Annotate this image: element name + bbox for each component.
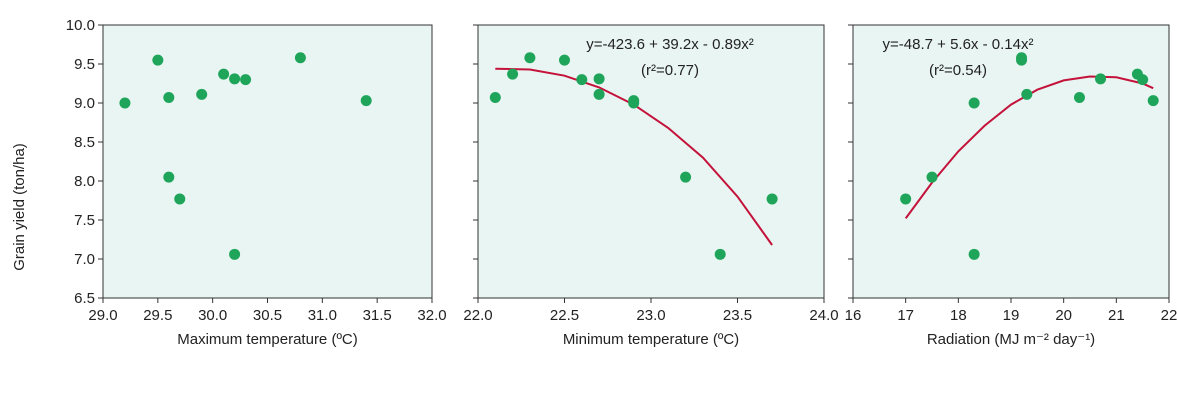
y-axis-label: Grain yield (ton/ha) — [11, 143, 28, 271]
data-point — [766, 193, 778, 205]
x-tick-label: 18 — [950, 307, 967, 324]
fit-r-squared: (r²=0.54) — [929, 62, 987, 79]
data-point — [152, 54, 164, 66]
y-tick-label: 6.5 — [74, 290, 95, 307]
x-axis-label: Maximum temperature (ºC) — [177, 331, 358, 348]
data-point — [628, 97, 640, 109]
data-point — [680, 171, 692, 183]
x-tick-label: 21 — [1108, 307, 1125, 324]
data-point — [1073, 92, 1085, 104]
fit-curve — [904, 75, 1154, 219]
data-point — [1016, 54, 1028, 66]
x-tick-label: 31.0 — [308, 307, 337, 324]
x-tick-label: 30.5 — [253, 307, 282, 324]
x-tick-label: 23.5 — [723, 307, 752, 324]
data-point — [968, 97, 980, 109]
x-axis-label: Minimum temperature (ºC) — [563, 331, 739, 348]
x-tick-label: 32.0 — [417, 307, 446, 324]
data-point — [229, 248, 241, 260]
x-tick-label: 19 — [1003, 307, 1020, 324]
data-point — [900, 193, 912, 205]
x-tick-label: 23.0 — [636, 307, 665, 324]
x-tick-label: 31.5 — [363, 307, 392, 324]
x-tick-label: 24.0 — [809, 307, 838, 324]
data-point — [714, 248, 726, 260]
data-point — [174, 193, 186, 205]
x-tick-label: 22.5 — [550, 307, 579, 324]
x-tick-label: 16 — [845, 307, 862, 324]
data-point — [229, 73, 241, 85]
y-tick-label: 8.0 — [74, 173, 95, 190]
x-tick-label: 29.0 — [88, 307, 117, 324]
x-tick-label: 29.5 — [143, 307, 172, 324]
data-point — [593, 73, 605, 85]
data-point — [1147, 95, 1159, 107]
y-tick-label: 8.5 — [74, 134, 95, 151]
data-point — [576, 74, 588, 86]
x-axis-label: Radiation (MJ m⁻² day⁻¹) — [927, 331, 1095, 348]
plot-area — [852, 24, 1170, 299]
fit-r-squared: (r²=0.77) — [641, 62, 699, 79]
data-point — [240, 74, 252, 86]
data-point — [294, 52, 306, 64]
y-tick-label: 9.5 — [74, 56, 95, 73]
data-point — [559, 54, 570, 66]
fit-equation: y=-423.6 + 39.2x - 0.89x² — [586, 36, 754, 53]
data-point — [524, 52, 536, 64]
data-point — [968, 248, 980, 260]
plot-area — [102, 24, 433, 299]
x-tick-label: 22.0 — [463, 307, 492, 324]
x-tick-label: 20 — [1055, 307, 1072, 324]
data-point — [119, 97, 131, 109]
y-tick-label: 7.0 — [74, 251, 95, 268]
data-point — [163, 171, 175, 183]
fit-equation: y=-48.7 + 5.6x - 0.14x² — [883, 36, 1034, 53]
data-point — [163, 92, 175, 104]
panel-radiation: 16 17 18 19 20 21 22 Radiation (MJ m⁻² day⁻¹) y=… — [845, 24, 1177, 348]
x-tick-label: 17 — [897, 307, 914, 324]
data-point — [360, 95, 372, 107]
data-point — [926, 171, 938, 183]
y-tick-label: 7.5 — [74, 212, 95, 229]
data-point — [489, 92, 501, 104]
data-point — [1021, 88, 1033, 100]
data-point — [1137, 74, 1149, 86]
x-tick-label: 30.0 — [198, 307, 227, 324]
data-point — [507, 68, 519, 80]
y-tick-label: 9.0 — [74, 95, 95, 112]
panel-max-temperature: 29.0 29.5 30.0 30.5 31.0 31.5 32.0 6.5 7.0 7.5 8.0… — [66, 17, 447, 348]
data-point — [1095, 73, 1107, 85]
x-tick-label: 22 — [1161, 307, 1177, 324]
panel-min-temperature: 22.0 22.5 23.0 23.5 24.0 Minimum temperature … — [463, 24, 839, 348]
data-point — [196, 88, 208, 100]
data-point — [593, 88, 605, 100]
y-tick-label: 10.0 — [66, 17, 95, 34]
data-point — [218, 68, 230, 80]
